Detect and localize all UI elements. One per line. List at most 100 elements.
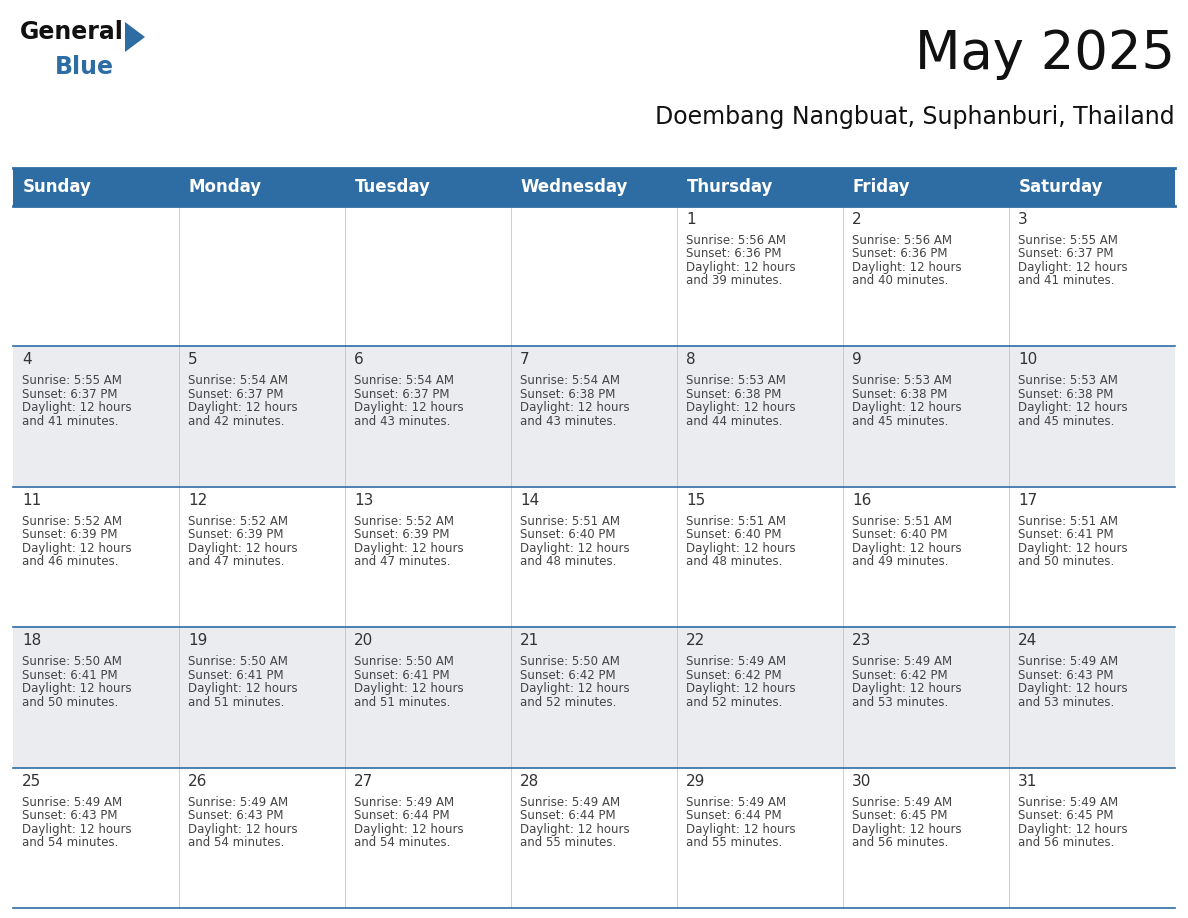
Text: 12: 12: [188, 493, 207, 508]
Text: 13: 13: [354, 493, 373, 508]
Text: Sunrise: 5:53 AM: Sunrise: 5:53 AM: [685, 375, 786, 387]
Text: Daylight: 12 hours: Daylight: 12 hours: [852, 401, 961, 414]
Text: Sunset: 6:42 PM: Sunset: 6:42 PM: [520, 668, 615, 682]
Text: Sunrise: 5:51 AM: Sunrise: 5:51 AM: [685, 515, 786, 528]
Text: and 55 minutes.: and 55 minutes.: [685, 836, 782, 849]
Text: Sunrise: 5:52 AM: Sunrise: 5:52 AM: [23, 515, 122, 528]
Text: Daylight: 12 hours: Daylight: 12 hours: [354, 401, 463, 414]
Text: Sunrise: 5:53 AM: Sunrise: 5:53 AM: [1018, 375, 1118, 387]
Text: 17: 17: [1018, 493, 1037, 508]
Text: Daylight: 12 hours: Daylight: 12 hours: [188, 401, 298, 414]
Text: 27: 27: [354, 774, 373, 789]
Text: Sunset: 6:44 PM: Sunset: 6:44 PM: [354, 809, 449, 823]
Text: Monday: Monday: [189, 178, 263, 196]
Text: Sunset: 6:43 PM: Sunset: 6:43 PM: [1018, 668, 1113, 682]
Text: Sunset: 6:41 PM: Sunset: 6:41 PM: [23, 668, 118, 682]
Text: Sunrise: 5:49 AM: Sunrise: 5:49 AM: [23, 796, 122, 809]
Text: Friday: Friday: [853, 178, 910, 196]
Text: and 51 minutes.: and 51 minutes.: [188, 696, 284, 709]
Text: General: General: [20, 20, 124, 44]
Text: Sunrise: 5:51 AM: Sunrise: 5:51 AM: [852, 515, 952, 528]
Text: 18: 18: [23, 633, 42, 648]
Text: Sunset: 6:38 PM: Sunset: 6:38 PM: [1018, 388, 1113, 401]
Text: Sunset: 6:40 PM: Sunset: 6:40 PM: [852, 528, 948, 542]
Text: and 43 minutes.: and 43 minutes.: [354, 415, 450, 428]
Text: Sunset: 6:41 PM: Sunset: 6:41 PM: [354, 668, 449, 682]
Text: Sunday: Sunday: [23, 178, 91, 196]
Text: Sunrise: 5:51 AM: Sunrise: 5:51 AM: [520, 515, 620, 528]
Text: Sunset: 6:36 PM: Sunset: 6:36 PM: [852, 248, 948, 261]
Text: and 48 minutes.: and 48 minutes.: [520, 555, 617, 568]
Text: 5: 5: [188, 353, 197, 367]
Text: 7: 7: [520, 353, 530, 367]
Text: 28: 28: [520, 774, 539, 789]
Text: Daylight: 12 hours: Daylight: 12 hours: [1018, 823, 1127, 835]
Text: Sunrise: 5:49 AM: Sunrise: 5:49 AM: [685, 655, 786, 668]
Text: 29: 29: [685, 774, 706, 789]
Text: 9: 9: [852, 353, 861, 367]
Text: Daylight: 12 hours: Daylight: 12 hours: [23, 682, 132, 695]
Text: Sunrise: 5:49 AM: Sunrise: 5:49 AM: [520, 796, 620, 809]
Text: Saturday: Saturday: [1019, 178, 1104, 196]
Text: Daylight: 12 hours: Daylight: 12 hours: [520, 401, 630, 414]
Text: 30: 30: [852, 774, 871, 789]
Text: Sunrise: 5:49 AM: Sunrise: 5:49 AM: [188, 796, 289, 809]
Text: 8: 8: [685, 353, 696, 367]
Text: Sunset: 6:43 PM: Sunset: 6:43 PM: [23, 809, 118, 823]
Text: and 55 minutes.: and 55 minutes.: [520, 836, 617, 849]
Text: and 50 minutes.: and 50 minutes.: [23, 696, 119, 709]
Text: and 42 minutes.: and 42 minutes.: [188, 415, 284, 428]
Text: 24: 24: [1018, 633, 1037, 648]
Text: Daylight: 12 hours: Daylight: 12 hours: [188, 682, 298, 695]
Bar: [13, 627, 1175, 767]
Text: Sunset: 6:45 PM: Sunset: 6:45 PM: [1018, 809, 1113, 823]
Text: Daylight: 12 hours: Daylight: 12 hours: [188, 542, 298, 554]
Polygon shape: [125, 22, 145, 52]
Text: and 52 minutes.: and 52 minutes.: [685, 696, 783, 709]
Text: and 53 minutes.: and 53 minutes.: [852, 696, 948, 709]
Text: Sunrise: 5:49 AM: Sunrise: 5:49 AM: [354, 796, 454, 809]
Text: 10: 10: [1018, 353, 1037, 367]
Text: Sunset: 6:39 PM: Sunset: 6:39 PM: [23, 528, 118, 542]
Text: and 46 minutes.: and 46 minutes.: [23, 555, 119, 568]
Text: 26: 26: [188, 774, 208, 789]
Text: Sunset: 6:37 PM: Sunset: 6:37 PM: [188, 388, 284, 401]
Text: and 49 minutes.: and 49 minutes.: [852, 555, 948, 568]
Text: Sunrise: 5:55 AM: Sunrise: 5:55 AM: [1018, 234, 1118, 247]
Text: and 43 minutes.: and 43 minutes.: [520, 415, 617, 428]
Text: May 2025: May 2025: [915, 28, 1175, 80]
Text: 4: 4: [23, 353, 32, 367]
Text: Sunrise: 5:56 AM: Sunrise: 5:56 AM: [852, 234, 952, 247]
Text: Daylight: 12 hours: Daylight: 12 hours: [1018, 261, 1127, 274]
Text: Sunset: 6:39 PM: Sunset: 6:39 PM: [188, 528, 284, 542]
Text: Daylight: 12 hours: Daylight: 12 hours: [685, 401, 796, 414]
Text: Daylight: 12 hours: Daylight: 12 hours: [852, 682, 961, 695]
Text: Sunset: 6:44 PM: Sunset: 6:44 PM: [685, 809, 782, 823]
Text: Sunset: 6:45 PM: Sunset: 6:45 PM: [852, 809, 948, 823]
Text: 11: 11: [23, 493, 42, 508]
Text: and 56 minutes.: and 56 minutes.: [852, 836, 948, 849]
Text: and 48 minutes.: and 48 minutes.: [685, 555, 783, 568]
Text: Sunset: 6:37 PM: Sunset: 6:37 PM: [354, 388, 449, 401]
Text: Sunset: 6:38 PM: Sunset: 6:38 PM: [685, 388, 782, 401]
Text: Sunset: 6:37 PM: Sunset: 6:37 PM: [23, 388, 118, 401]
Text: Sunrise: 5:56 AM: Sunrise: 5:56 AM: [685, 234, 786, 247]
Bar: [179, 168, 345, 206]
Text: 31: 31: [1018, 774, 1037, 789]
Text: 21: 21: [520, 633, 539, 648]
Text: Tuesday: Tuesday: [355, 178, 431, 196]
Text: Daylight: 12 hours: Daylight: 12 hours: [852, 261, 961, 274]
Text: Daylight: 12 hours: Daylight: 12 hours: [685, 261, 796, 274]
Text: Sunset: 6:41 PM: Sunset: 6:41 PM: [1018, 528, 1113, 542]
Text: Daylight: 12 hours: Daylight: 12 hours: [1018, 542, 1127, 554]
Text: Daylight: 12 hours: Daylight: 12 hours: [23, 823, 132, 835]
Text: Daylight: 12 hours: Daylight: 12 hours: [520, 823, 630, 835]
Text: and 47 minutes.: and 47 minutes.: [188, 555, 284, 568]
Text: 16: 16: [852, 493, 871, 508]
Text: Sunrise: 5:54 AM: Sunrise: 5:54 AM: [354, 375, 454, 387]
Text: Sunrise: 5:50 AM: Sunrise: 5:50 AM: [354, 655, 454, 668]
Text: Sunset: 6:36 PM: Sunset: 6:36 PM: [685, 248, 782, 261]
Text: Daylight: 12 hours: Daylight: 12 hours: [354, 542, 463, 554]
Text: Sunrise: 5:49 AM: Sunrise: 5:49 AM: [1018, 796, 1118, 809]
Text: Daylight: 12 hours: Daylight: 12 hours: [1018, 682, 1127, 695]
